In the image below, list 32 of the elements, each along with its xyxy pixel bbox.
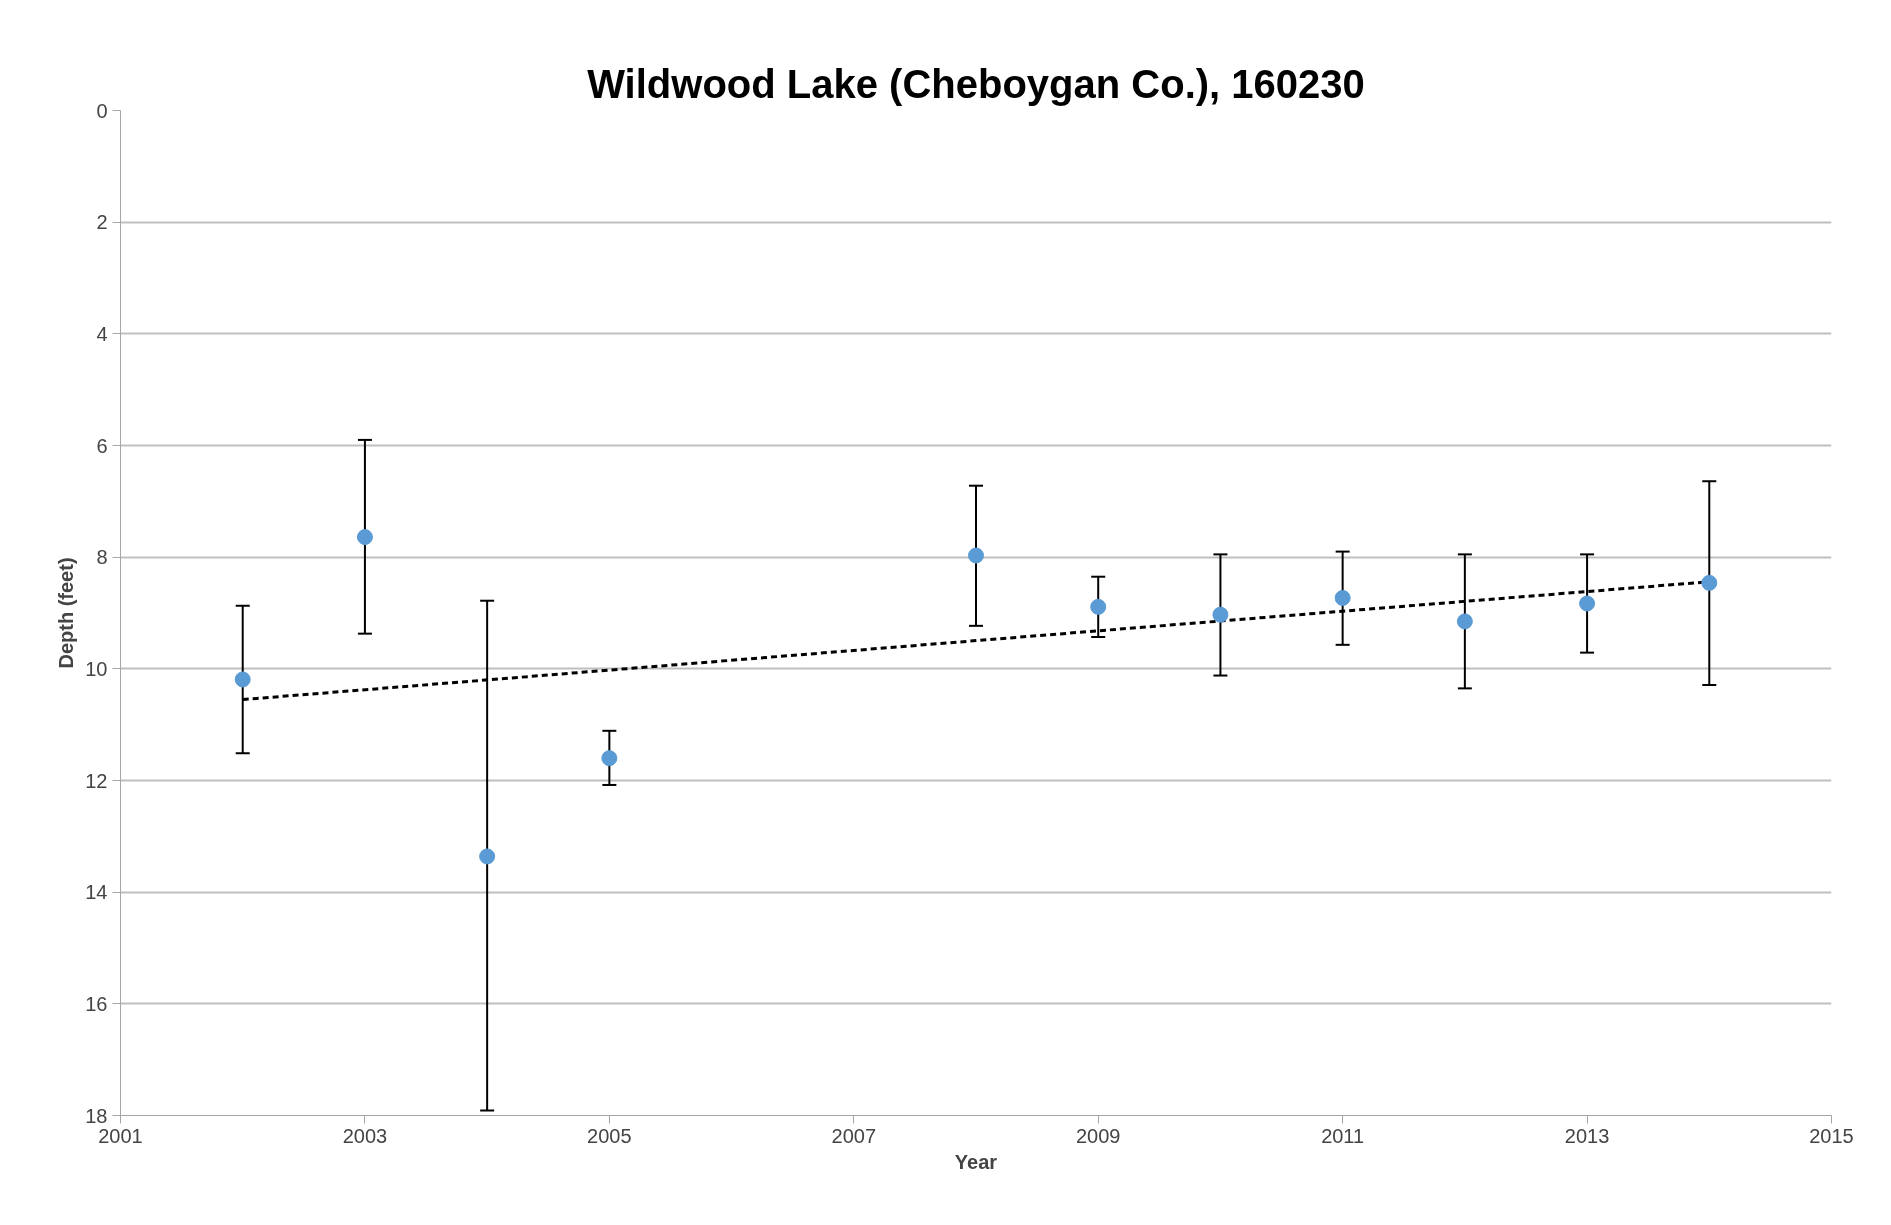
x-tick-label: 2015 xyxy=(1809,1124,1854,1147)
point xyxy=(356,529,373,546)
point xyxy=(1701,574,1718,591)
point xyxy=(1456,613,1473,630)
y-tick-label: 2 xyxy=(96,211,108,234)
x-tick-label: 2011 xyxy=(1321,1124,1365,1147)
y-tick-label: 8 xyxy=(96,546,108,569)
y-tick-label: 4 xyxy=(96,322,108,345)
point xyxy=(1334,589,1351,606)
point xyxy=(1579,595,1596,612)
y-axis-title: Depth (feet) xyxy=(55,557,78,669)
x-tick-label: 2007 xyxy=(831,1124,877,1147)
x-tick-label: 2005 xyxy=(587,1124,632,1147)
x-tick-label: 2001 xyxy=(98,1124,143,1147)
point xyxy=(479,848,496,865)
y-tick-label: 16 xyxy=(85,992,108,1015)
point xyxy=(234,671,251,688)
y-tick-label: 14 xyxy=(85,881,108,904)
x-tick-label: 2009 xyxy=(1075,1124,1121,1147)
x-tick-label: 2013 xyxy=(1564,1124,1610,1147)
y-tick-label: 10 xyxy=(85,657,108,680)
point xyxy=(1212,606,1229,623)
x-axis-title: Year xyxy=(954,1150,998,1173)
y-tick-label: 18 xyxy=(85,1104,108,1127)
y-tick-label: 12 xyxy=(85,769,108,792)
x-tick-label: 2003 xyxy=(342,1124,388,1147)
y-tick-label: 0 xyxy=(96,99,108,122)
point xyxy=(601,750,618,767)
point xyxy=(968,547,984,564)
point xyxy=(1090,598,1107,615)
y-tick-label: 6 xyxy=(96,434,108,457)
chart-title: Wildwood Lake (Cheboygan Co.), 160230 xyxy=(587,61,1365,106)
